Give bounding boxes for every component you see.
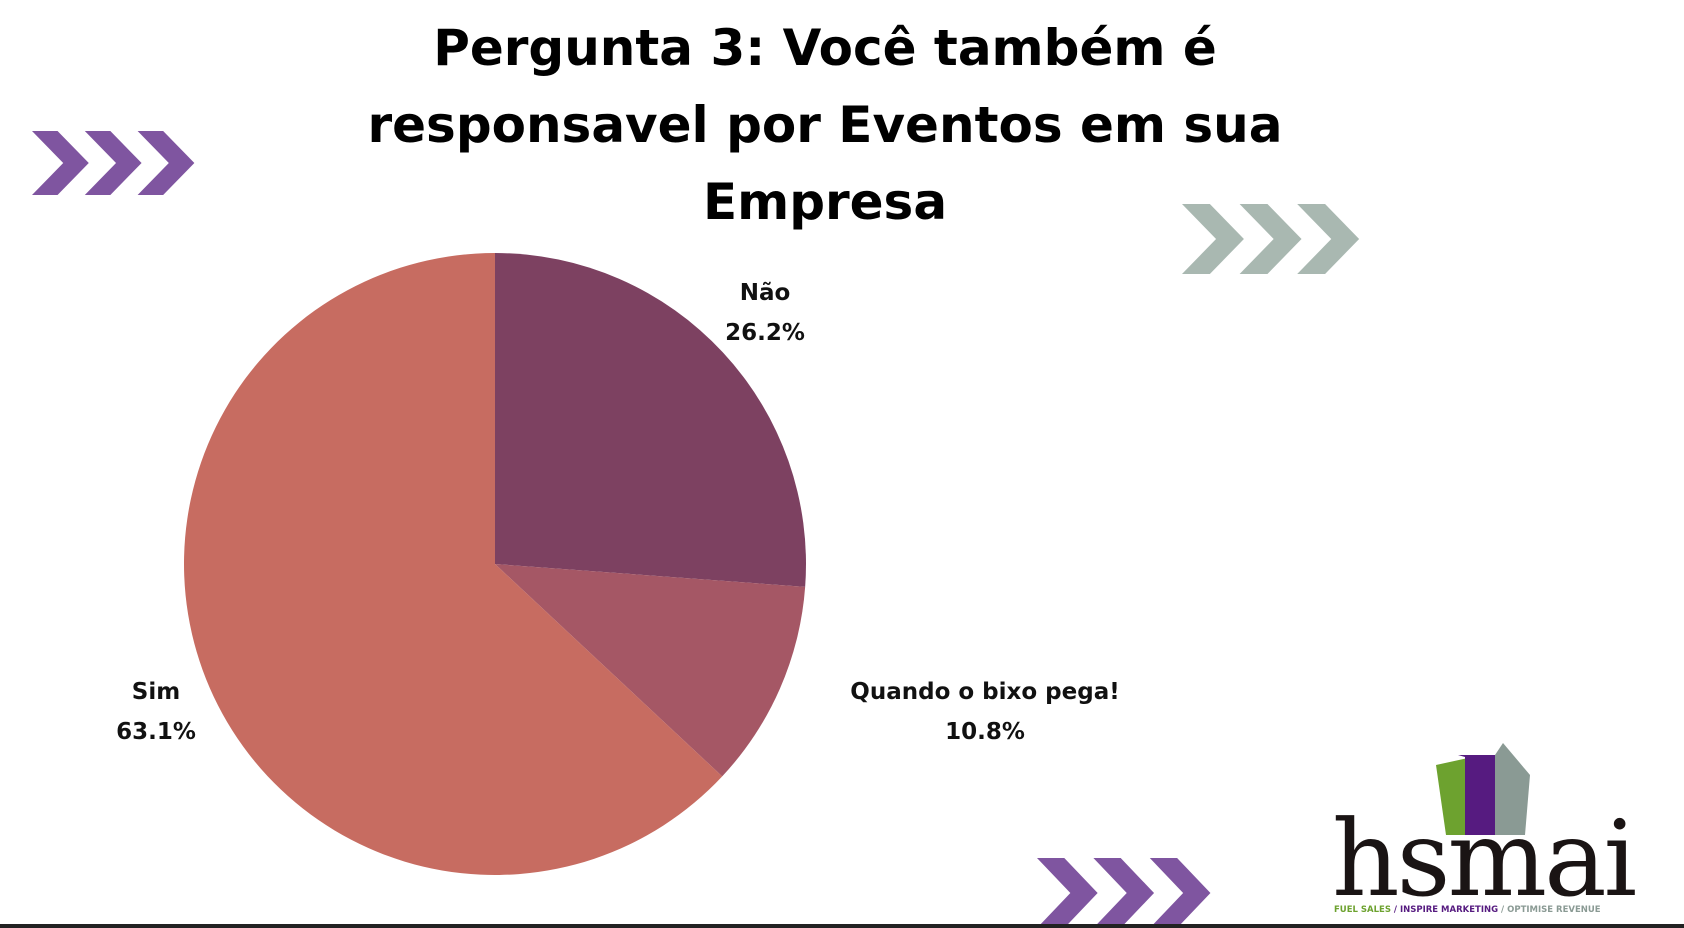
- title-line-3: Empresa: [702, 173, 948, 231]
- svg-text:FUEL SALES / INSPIRE MARKETING: FUEL SALES / INSPIRE MARKETING / OPTIMIS…: [1334, 905, 1601, 915]
- chevron-arrows-icon: [32, 131, 195, 195]
- slice-label-nao: Não 26.2%: [725, 273, 805, 353]
- slice-label-sim: Sim 63.1%: [116, 672, 196, 752]
- chart-title: Pergunta 3: Você também é responsavel po…: [300, 10, 1350, 241]
- slice-label-quando: Quando o bixo pega! 10.8%: [850, 672, 1119, 752]
- pie-slice-1: [495, 564, 806, 777]
- title-line-2: responsavel por Eventos em sua: [367, 96, 1283, 154]
- label-text: Não: [739, 280, 791, 306]
- hsmai-logo: hsmai FUEL SALES / INSPIRE MARKETING / O…: [1332, 743, 1639, 915]
- label-value: 26.2%: [725, 320, 805, 346]
- title-line-1: Pergunta 3: Você também é: [433, 19, 1217, 77]
- bottom-bar: [0, 924, 1684, 928]
- label-text: Sim: [131, 679, 181, 705]
- label-value: 10.8%: [945, 719, 1025, 745]
- pie-slice-0: [495, 253, 807, 587]
- label-value: 63.1%: [116, 719, 196, 745]
- svg-text:hsmai: hsmai: [1332, 798, 1636, 915]
- chevron-arrows-icon: [1182, 204, 1360, 274]
- pie-slice-2: [183, 253, 723, 875]
- chevron-arrows-icon: [1037, 858, 1211, 928]
- label-text: Quando o bixo pega!: [850, 679, 1120, 705]
